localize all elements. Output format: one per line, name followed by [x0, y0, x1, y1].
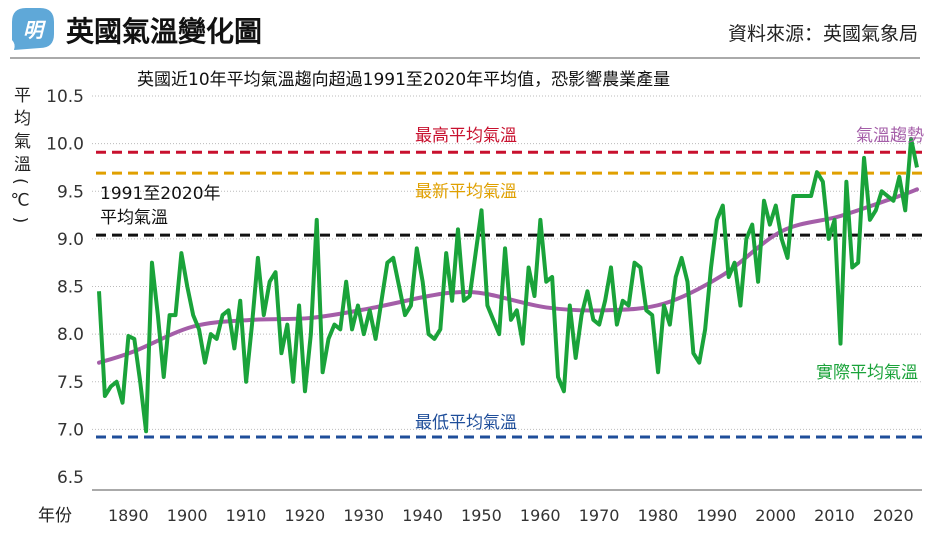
page-title: 英國氣溫變化圖 — [66, 15, 262, 48]
reference-label: 1991至2020年 — [100, 184, 221, 204]
y-tick-label: 8.0 — [57, 325, 84, 345]
reference-label: 最新平均氣溫 — [415, 182, 517, 202]
x-tick-label: 2000 — [755, 506, 796, 525]
header: 明 英國氣溫變化圖 資料來源：英國氣象局 — [10, 8, 920, 59]
x-axis-label: 年份 — [38, 506, 72, 526]
legend-actual: 實際平均氣溫 — [816, 363, 918, 383]
y-tick-label: 9.5 — [57, 182, 84, 202]
x-tick-label: 1980 — [638, 506, 679, 525]
x-tick-label: 1990 — [696, 506, 737, 525]
y-tick-label: 7.0 — [57, 420, 84, 440]
y-axis-label: 平均氣溫(℃) — [10, 86, 31, 229]
y-tick-label: 10.0 — [46, 135, 84, 155]
x-tick-label: 1910 — [226, 506, 267, 525]
y-tick-label: 10.5 — [46, 87, 84, 107]
x-tick-label: 1920 — [284, 506, 325, 525]
x-tick-label: 1940 — [402, 506, 443, 525]
actual-temperature-line — [97, 136, 919, 434]
reference-label: 最高平均氣溫 — [415, 126, 517, 146]
y-tick-label: 9.0 — [57, 230, 84, 250]
y-tick-label: 6.5 — [57, 468, 84, 488]
source-text: 資料來源：英國氣象局 — [728, 23, 918, 45]
x-tick-label: 1890 — [108, 506, 149, 525]
chart-subtitle: 英國近10年平均氣溫趨向超過1991至2020年平均值，恐影響農業產量 — [137, 70, 670, 90]
x-tick-label: 1930 — [343, 506, 384, 525]
reference-label: 最低平均氣溫 — [415, 413, 517, 433]
reference-label: 平均氣溫 — [100, 208, 168, 228]
x-tick-label: 1970 — [579, 506, 620, 525]
logo-icon — [12, 8, 54, 50]
y-tick-label: 8.5 — [57, 278, 84, 298]
legend-trend: 氣溫趨勢 — [856, 126, 924, 146]
y-tick-label: 7.5 — [57, 373, 84, 393]
x-tick-label: 1960 — [520, 506, 561, 525]
x-tick-label: 1900 — [167, 506, 208, 525]
x-tick-label: 1950 — [461, 506, 502, 525]
x-tick-label: 2020 — [873, 506, 914, 525]
x-tick-label: 2010 — [814, 506, 855, 525]
